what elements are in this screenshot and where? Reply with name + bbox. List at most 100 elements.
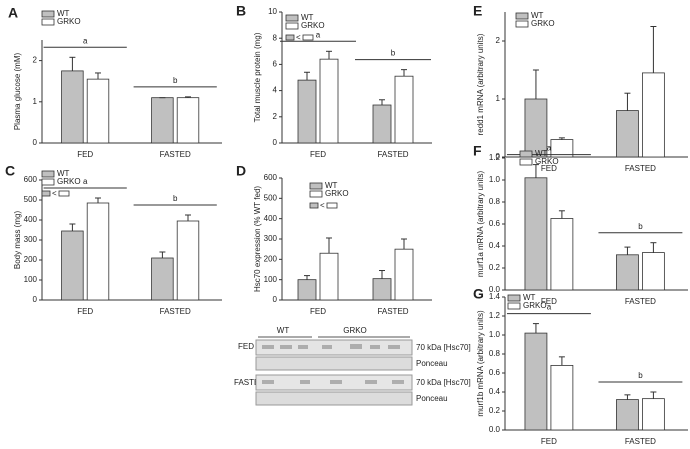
x-tick-label: FED xyxy=(310,307,326,316)
bar xyxy=(550,218,574,291)
bar xyxy=(616,399,639,431)
error-bar xyxy=(304,275,310,280)
error-bar xyxy=(185,214,191,221)
y-tick-label: 2 xyxy=(33,56,38,65)
y-tick-label: 2 xyxy=(273,112,278,121)
y-tick-label: 2 xyxy=(496,36,501,45)
legend-label: WT xyxy=(523,293,536,302)
significance-letter: a xyxy=(83,36,88,45)
error-bar xyxy=(326,50,332,60)
y-tick-label: 0 xyxy=(496,152,501,161)
comparison-sign: < xyxy=(296,33,301,42)
y-tick-label: 1.2 xyxy=(489,311,501,320)
y-tick-label: 600 xyxy=(24,175,38,184)
error-bar xyxy=(650,242,657,253)
x-tick-label: FED xyxy=(310,150,326,159)
blot-lane-label: Ponceau xyxy=(416,394,448,403)
error-bar xyxy=(532,323,539,334)
legend-label: GRKO xyxy=(57,177,81,186)
blot-strip xyxy=(255,391,413,406)
x-tick-label: FASTED xyxy=(160,307,191,316)
y-tick-label: 400 xyxy=(24,215,38,224)
x-tick-label: FED xyxy=(77,150,93,159)
y-tick-label: 0.0 xyxy=(489,285,501,294)
y-tick-label: 0.6 xyxy=(489,219,501,228)
blot-group-label: GRKO xyxy=(343,326,367,335)
significance-letter: a xyxy=(83,177,88,186)
y-tick-label: 0 xyxy=(273,138,278,147)
legend-swatch xyxy=(285,22,299,30)
legend-label: GRKO xyxy=(325,189,349,198)
y-tick-label: 0.8 xyxy=(489,197,501,206)
legend-swatch xyxy=(285,14,299,22)
panel-label: E xyxy=(473,3,482,19)
y-tick-label: 1.4 xyxy=(489,292,501,301)
bar xyxy=(297,279,317,301)
y-tick-label: 600 xyxy=(264,173,278,182)
legend-label: WT xyxy=(57,9,70,18)
error-bar xyxy=(304,71,310,81)
bar xyxy=(297,79,317,144)
y-tick-label: 300 xyxy=(264,234,278,243)
panel-label: A xyxy=(8,5,18,21)
error-bar xyxy=(185,96,191,98)
x-tick-label: FASTED xyxy=(625,297,656,306)
panel-label: F xyxy=(473,143,482,159)
error-bar xyxy=(624,394,631,400)
y-tick-label: 0.4 xyxy=(489,241,501,250)
legend-swatch xyxy=(41,170,55,178)
legend-label: GRKO xyxy=(301,21,325,30)
legend-swatch xyxy=(41,178,55,186)
y-tick-label: 100 xyxy=(24,275,38,284)
legend-swatch xyxy=(41,18,55,26)
legend-swatch xyxy=(515,20,529,28)
bar xyxy=(642,72,665,158)
y-tick-label: 0.8 xyxy=(489,349,501,358)
error-bar xyxy=(558,210,565,219)
y-tick-label: 6 xyxy=(273,60,278,69)
legend-label: GRKO xyxy=(523,301,547,310)
blot-bands xyxy=(262,344,404,384)
significance-letter: a xyxy=(547,144,552,153)
error-bar xyxy=(624,246,631,255)
bar xyxy=(61,70,84,144)
blot-group-label: WT xyxy=(277,326,290,335)
bar xyxy=(319,58,339,144)
blot-lane-label: 70 kDa [Hsc70] xyxy=(416,378,471,387)
bar xyxy=(176,97,200,144)
bar xyxy=(524,332,548,431)
y-axis-label: Hsc70 expression (% WT fed) xyxy=(253,186,262,292)
significance-letter: b xyxy=(173,76,178,85)
comparison-swatch xyxy=(326,202,338,209)
error-bar xyxy=(401,238,407,250)
blot-condition: FED xyxy=(238,342,254,351)
legend-label: WT xyxy=(325,181,338,190)
legend-swatch xyxy=(309,182,323,190)
bar xyxy=(319,252,339,301)
panel-label: B xyxy=(236,3,246,19)
y-tick-label: 0.4 xyxy=(489,387,501,396)
y-tick-label: 1.2 xyxy=(489,153,501,162)
y-tick-label: 0 xyxy=(273,295,278,304)
x-tick-label: FASTED xyxy=(377,150,408,159)
y-tick-label: 0.2 xyxy=(489,263,501,272)
error-bar xyxy=(95,197,101,203)
legend-swatch xyxy=(41,10,55,18)
error-bar xyxy=(624,92,631,111)
y-axis-label: murf1a mRNA (arbitrary units) xyxy=(476,171,485,278)
x-tick-label: FASTED xyxy=(625,437,656,446)
significance-letter: b xyxy=(391,49,396,58)
error-bar xyxy=(69,56,76,71)
legend-swatch xyxy=(519,158,533,166)
error-bar xyxy=(401,69,407,77)
error-bar xyxy=(379,270,385,279)
panel-label: C xyxy=(5,163,15,179)
significance-letter: b xyxy=(638,222,643,231)
x-tick-label: FED xyxy=(541,297,557,306)
y-tick-label: 1.0 xyxy=(489,330,501,339)
bar xyxy=(524,177,548,291)
error-bar xyxy=(650,26,657,73)
panel-label: D xyxy=(236,163,246,179)
bar xyxy=(394,75,414,144)
